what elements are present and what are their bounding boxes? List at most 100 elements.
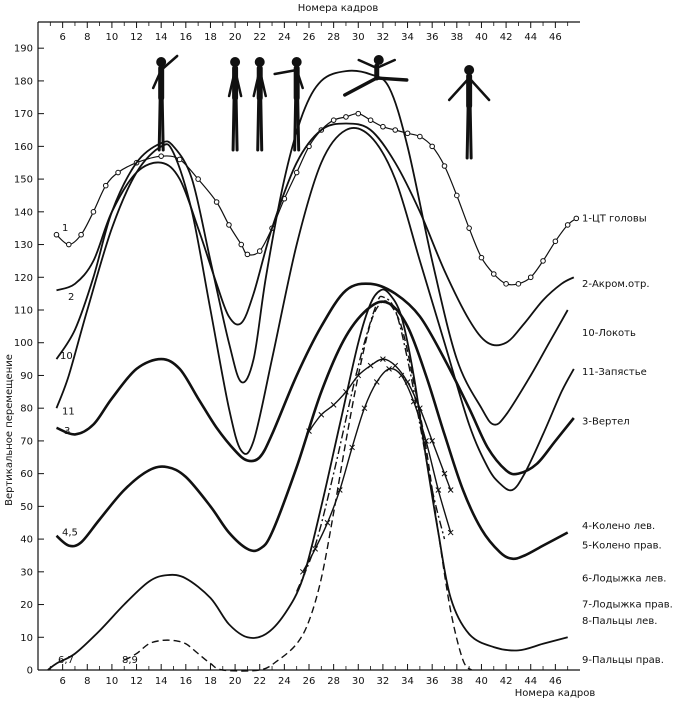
pair-figure-a xyxy=(227,57,243,152)
series-7-point xyxy=(306,428,312,434)
series-1-point xyxy=(515,281,522,287)
series-1-point xyxy=(65,241,72,248)
bottom-x-tick-label: 26 xyxy=(303,676,316,687)
y-tick-label: 90 xyxy=(20,371,33,382)
series-1-point xyxy=(490,271,497,277)
curve-label-right: 2-Акром.отр. xyxy=(582,279,650,290)
series-10-group xyxy=(47,288,568,671)
curve-label-left: 2 xyxy=(68,292,74,303)
curve-label-right: 5-Колено прав. xyxy=(582,541,662,552)
series-6-group xyxy=(55,300,569,561)
series-1-point xyxy=(392,127,399,133)
top-x-tick-label: 42 xyxy=(500,32,513,43)
series-1-point xyxy=(454,192,460,199)
curve-label-right: 11-Запястье xyxy=(582,367,647,378)
series-1-point xyxy=(367,117,374,123)
curve-label-right: 6-Лодыжка лев. xyxy=(582,573,666,584)
bottom-x-tick-label: 40 xyxy=(475,676,488,687)
series-5-line xyxy=(55,282,575,476)
series-1-point xyxy=(540,258,546,264)
bottom-x-tick-label: 8 xyxy=(84,676,90,687)
series-7-point xyxy=(380,356,386,362)
bottom-x-tick-label: 16 xyxy=(179,676,192,687)
bottom-x-axis-ticks: 6 8 10 12 14 16 18 20 22 24 26 28 30 32 34 36 38 40 42 44 46 xyxy=(49,664,569,687)
series-10-line xyxy=(47,288,568,671)
bottom-x-tick-label: 44 xyxy=(524,676,537,687)
series-8-point xyxy=(361,405,368,412)
y-tick-label: 180 xyxy=(14,76,33,87)
series-1-point xyxy=(53,231,60,238)
y-tick-label: 140 xyxy=(14,207,33,218)
curve-label-left: 6,7 xyxy=(58,655,74,666)
series-7-point xyxy=(392,362,399,369)
bottom-x-tick-label: 6 xyxy=(59,676,65,687)
top-x-tick-label: 24 xyxy=(278,32,291,43)
series-11-group xyxy=(123,300,473,672)
series-1-point xyxy=(158,153,164,159)
series-8-point xyxy=(447,529,454,536)
top-x-tick-label: 46 xyxy=(549,32,562,43)
y-tick-label: 20 xyxy=(20,600,33,611)
series-1-point xyxy=(226,222,232,228)
curve-label-right: 10-Локоть xyxy=(582,328,636,339)
series-1-point xyxy=(90,209,97,215)
bottom-x-tick-label: 32 xyxy=(377,676,390,687)
top-x-tick-label: 20 xyxy=(229,32,242,43)
series-1-point xyxy=(213,199,220,205)
series-layer xyxy=(47,69,580,672)
series-1-point xyxy=(527,274,534,281)
series-1-point xyxy=(466,225,472,231)
curve-label-left: 8,9 xyxy=(122,655,138,666)
series-1-point xyxy=(256,248,263,254)
top-x-tick-label: 38 xyxy=(450,32,463,43)
top-x-tick-label: 30 xyxy=(352,32,365,43)
top-x-tick-label: 26 xyxy=(303,32,316,43)
series-7-point xyxy=(318,411,325,418)
y-tick-label: 30 xyxy=(20,567,33,578)
bottom-x-tick-label: 42 xyxy=(500,676,513,687)
curve-label-left: 4,5 xyxy=(62,528,78,539)
series-1-point xyxy=(573,215,580,222)
curve-label-left: 10 xyxy=(60,351,73,362)
series-1-point xyxy=(441,163,448,169)
series-1-point xyxy=(404,130,411,137)
pair-figure-b xyxy=(252,57,267,152)
series-1-point xyxy=(330,117,337,123)
bottom-x-tick-label: 46 xyxy=(549,676,562,687)
top-x-tick-label: 34 xyxy=(401,32,414,43)
curve-label-left: 11 xyxy=(62,406,75,417)
top-x-tick-label: 12 xyxy=(130,32,143,43)
arms-out-figure xyxy=(273,57,304,152)
series-1-point xyxy=(102,182,109,189)
top-x-axis-ticks: 6 8 10 12 14 16 18 20 22 24 26 28 30 32 34 36 38 40 42 44 46 xyxy=(49,22,569,43)
bottom-x-tick-label: 20 xyxy=(229,676,242,687)
bottom-x-tick-label: 12 xyxy=(130,676,143,687)
y-axis-ticks: 0 10 20 30 40 50 60 70 80 90 100 110 120 130 140 150 160… xyxy=(14,44,44,677)
series-4-group xyxy=(55,127,575,492)
series-11-line xyxy=(123,300,473,672)
curve-label-right: 4-Колено лев. xyxy=(582,521,655,532)
top-x-tick-label: 40 xyxy=(475,32,488,43)
series-1-point xyxy=(380,123,386,130)
bottom-x-axis-title: Номера кадров xyxy=(515,688,596,699)
y-tick-label: 80 xyxy=(20,404,33,415)
top-x-axis-title: Номера кадров xyxy=(298,3,379,14)
series-1-point xyxy=(244,251,251,258)
bottom-x-tick-label: 28 xyxy=(327,676,340,687)
series-3-line xyxy=(55,69,569,426)
top-x-tick-label: 44 xyxy=(524,32,537,43)
arm-raise-figure xyxy=(151,54,179,152)
series-2-group xyxy=(56,122,575,347)
y-tick-label: 120 xyxy=(14,273,33,284)
series-7-point xyxy=(429,438,436,444)
bottom-x-tick-label: 22 xyxy=(253,676,266,687)
y-tick-label: 160 xyxy=(14,142,33,153)
series-5-group xyxy=(55,282,575,476)
bottom-x-tick-label: 38 xyxy=(450,676,463,687)
y-tick-label: 40 xyxy=(20,535,33,546)
series-1-point xyxy=(552,238,559,245)
series-8-point xyxy=(386,366,392,372)
series-1-line xyxy=(56,112,577,286)
series-1-point xyxy=(478,254,485,261)
y-tick-label: 150 xyxy=(14,175,33,186)
